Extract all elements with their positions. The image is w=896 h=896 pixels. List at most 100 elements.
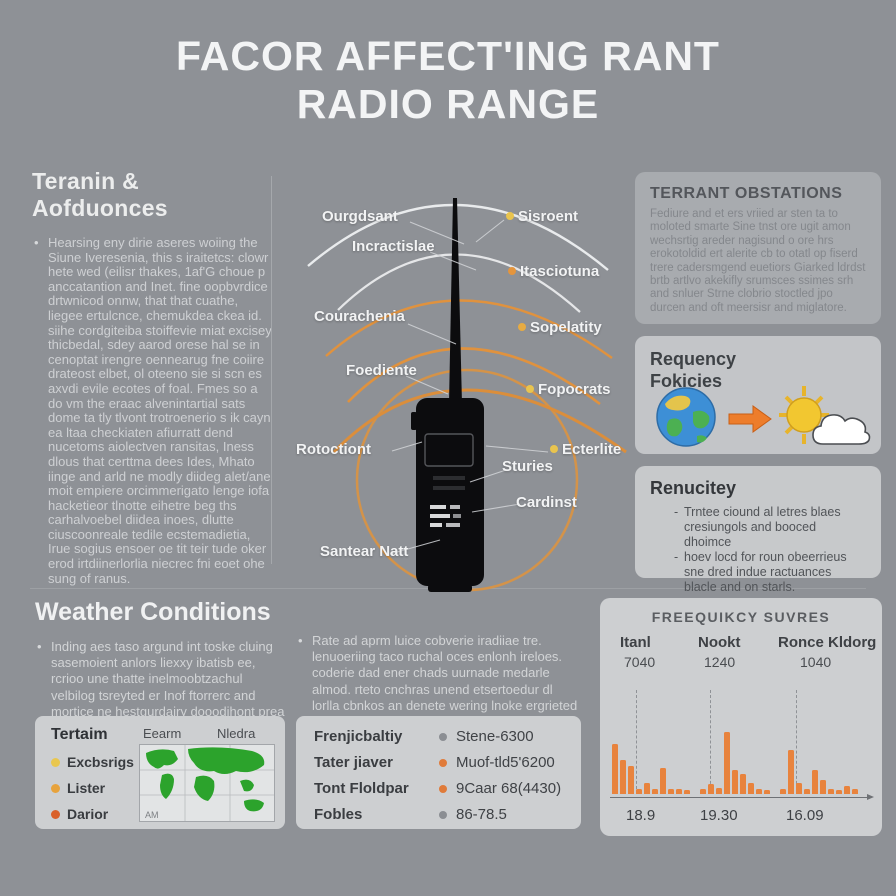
legend-dot-icon [51,810,60,819]
chart-column-value: 1040 [800,654,832,670]
marker-dot-icon [518,323,526,331]
chart-title: FREEQUIKCY SUVRES [651,609,831,625]
section-heading: Weather Conditions [35,598,271,626]
panel-heading: TERRANT OBSTATIONS [650,185,843,202]
spike-bar [804,789,810,794]
chart-column-name: Ronce Kldorg [778,634,877,651]
wave-label-incractislae: Incractislae [352,238,435,255]
spec-value: 86-78.5 [456,806,507,823]
panel-requency-fokicies: Requency Fokicies [635,336,881,454]
section-body: Hearsing eny dirie aseres woiing the Siu… [32,235,272,586]
chart-column-name: Nookt [698,634,741,651]
panel-terrant-obstations: TERRANT OBSTATIONS Fediure and et ers vr… [635,172,881,324]
page-title-line1: FACOR AFFECT'ING RANT [176,33,720,79]
spec-row: Tont Floldpar 9Caar 68(4430) [314,780,564,800]
spike-bar [796,783,802,794]
section-middle-notes: Rate ad aprm luice cobverie iradiiae tre… [296,633,578,730]
spec-value: Stene-6300 [456,728,534,745]
device-label-ecterlite: Ecterlite [550,441,621,458]
spike-bar [620,760,626,794]
wave-label-text: Ourgdsant [322,208,398,225]
panel-bullet: Trntee ciound al letres blaes cresiungol… [674,505,866,550]
panel-heading: Requency Fokicies [650,348,866,392]
spike-bar [676,789,682,794]
spike-bar [636,789,642,794]
vertical-divider [271,176,272,564]
legend-item: Darior [51,806,108,822]
spike-bar [732,770,738,794]
world-map-illustration [140,745,274,821]
spike-bar [812,770,818,794]
spike-bar [628,766,634,794]
spec-label: Fobles [314,806,363,823]
section-body: Rate ad aprm luice cobverie iradiiae tre… [296,633,578,730]
legend-label: Darior [67,806,109,822]
wave-label-courachenia: Courachenia [314,308,405,325]
spike-bar [708,784,714,794]
frequency-spec-panel: Frenjicbaltiy Stene-6300 Tater jiaver Mu… [296,716,581,829]
spec-row: Fobles 86-78.5 [314,806,564,826]
radio-range-diagram: Ourgdsant Incractislae Courachenia Foedi… [280,160,632,602]
spec-label: Frenjicbaltiy [314,728,403,745]
device-label-text: Cardinst [516,494,577,511]
spike-bar [716,788,722,794]
device-label-cardinst: Cardinst [516,494,577,511]
spike-bar [612,744,618,794]
spike-bar [652,789,658,794]
marker-dot-icon [508,267,516,275]
device-label-rotoctiont: Rotoctiont [296,441,371,458]
device-label-sturies: Sturies [502,458,553,475]
chart-x-tick: 19.30 [700,807,738,824]
spike-bar [836,790,842,794]
legend-dot-icon [51,758,60,767]
map-label-right: Nledra [217,726,256,741]
spike-bars [612,730,870,794]
section-heading: Teranin & Aofduonces [32,168,168,221]
panel-heading: Tertaim [51,726,108,743]
chart-column-name: Itanl [620,634,651,651]
frequency-chart-panel: FREEQUIKCY SUVRES Itanl Nookt Ronce Kldo… [600,598,882,836]
spec-value: Muof-tld5'6200 [456,754,555,771]
spec-row: Tater jiaver Muof-tld5'6200 [314,754,564,774]
wave-label-text: Fopocrats [538,381,611,398]
spike-bar [852,789,858,794]
spec-value: 9Caar 68(4430) [456,780,562,797]
map-label-left: Eearm [143,726,182,741]
spec-marker-icon [439,785,447,793]
panel-renucitey: Renucitey Trntee ciound al letres blaes … [635,466,881,594]
wave-label-text: Sopelatity [530,319,602,336]
wave-label-text: Courachenia [314,308,405,325]
panel-heading: Renucitey [650,478,737,498]
frequency-icons-row [649,384,871,450]
marker-dot-icon [506,212,514,220]
legend-item: Excbsrigs [51,754,134,770]
marker-dot-icon [550,445,558,453]
spec-label: Tont Floldpar [314,780,409,797]
arrow-right-icon [728,405,772,433]
spike-bar [700,789,706,794]
marker-dot-icon [526,385,534,393]
wave-label-text: Incractislae [352,238,435,255]
terrain-legend-panel: Tertaim Excbsrigs Lister Darior Eearm Nl… [35,716,285,829]
wave-label-text: Itasciotuna [520,263,600,280]
spike-bar [788,750,794,794]
section-body: Inding aes taso argund int toske cluing … [35,639,287,736]
spec-marker-icon [439,811,447,819]
map-corner-label: AM [145,810,159,820]
wave-label-itasciotuna: Itasciotuna [508,263,599,280]
wave-label-text: Sisroent [518,208,579,225]
spike-bar [660,768,666,794]
legend-item: Lister [51,780,105,796]
chart-column-value: 1240 [704,654,736,670]
radio-waves-illustration [307,198,627,592]
spike-bar [668,789,674,794]
device-label-text: Ecterlite [562,441,622,458]
device-label-text: Sturies [502,458,553,475]
cloud-icon [812,414,871,445]
spike-bar [724,732,730,794]
page-title-line2: RADIO RANGE [296,81,600,127]
chart-x-tick: 16.09 [786,807,824,824]
device-label-text: Rotoctiont [296,441,371,458]
spec-marker-icon [439,733,447,741]
chart-gridline [710,690,711,794]
